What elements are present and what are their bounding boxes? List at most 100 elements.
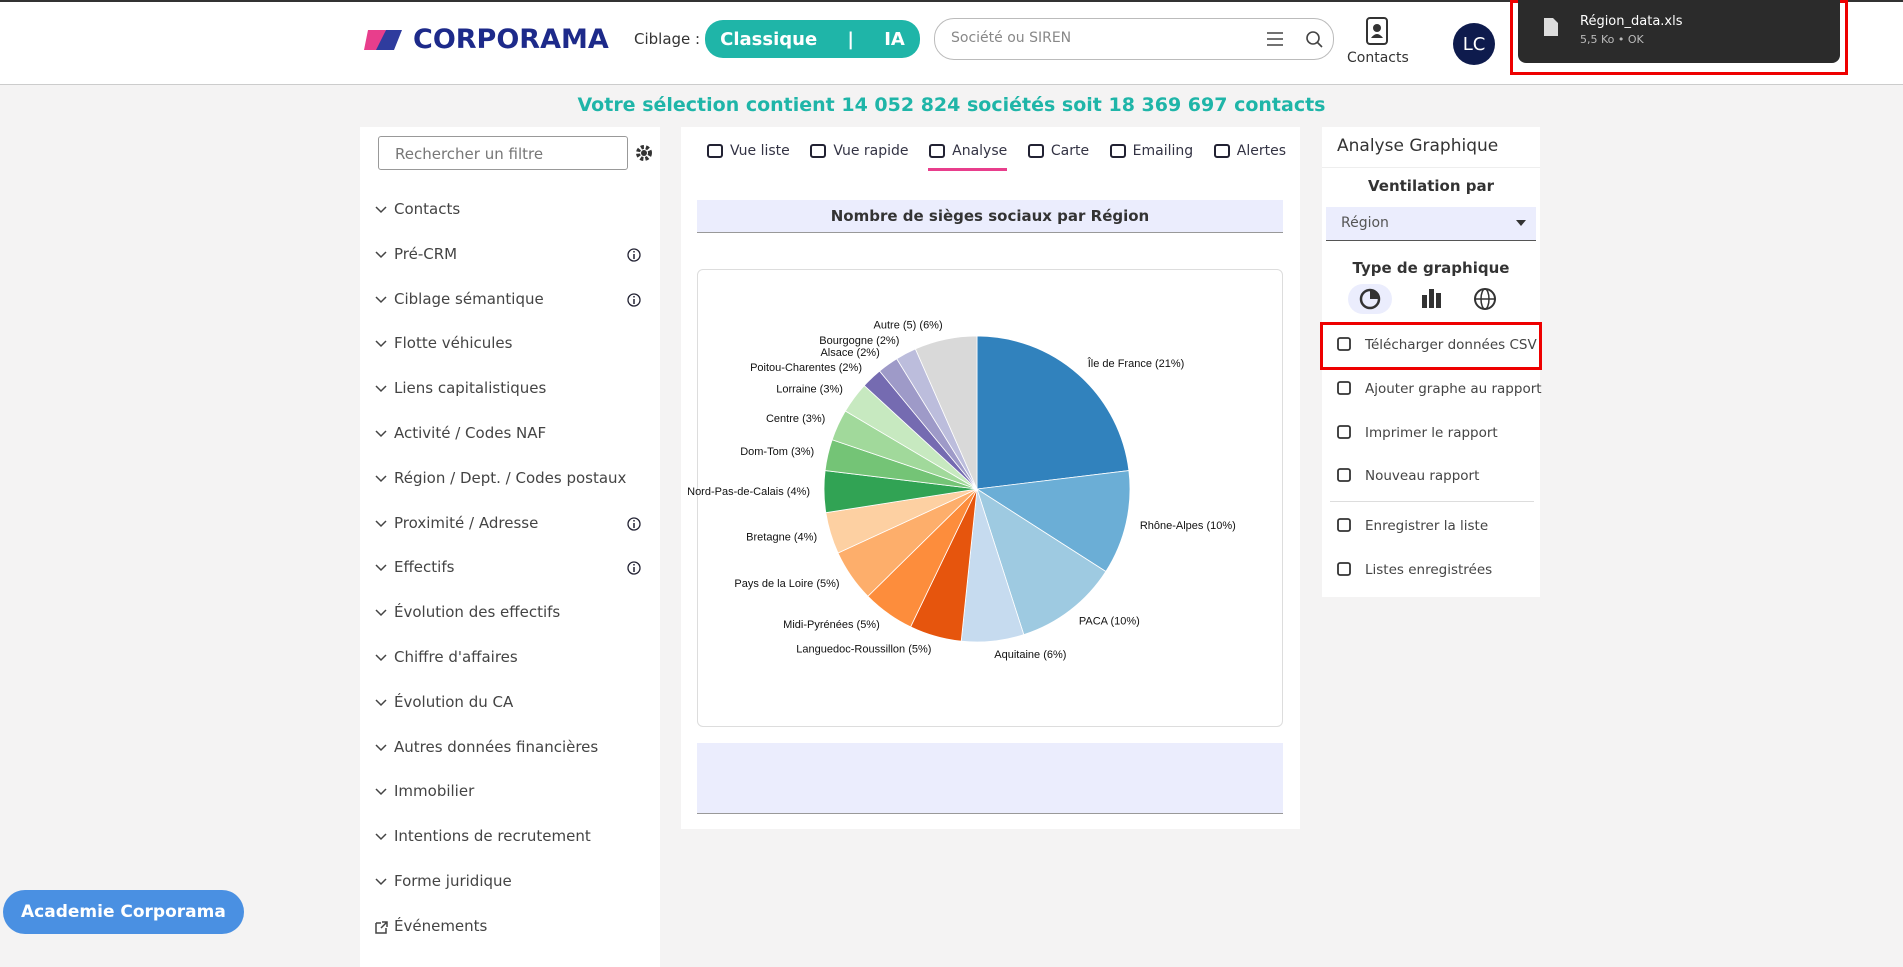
action[interactable]: Nouveau rapport: [1365, 468, 1480, 484]
download-filename: Région_data.xls: [1580, 14, 1683, 29]
info-circle: [627, 248, 641, 262]
tab-label: Emailing: [1132, 142, 1194, 159]
slice-value-label: (4%): [794, 531, 817, 543]
filter-item[interactable]: Évolution du CA: [394, 692, 514, 711]
contacts-label[interactable]: Contacts: [1347, 50, 1409, 66]
slice-label: Autre (5) (6%): [874, 319, 943, 331]
filter-item[interactable]: Chiffre d'affaires: [394, 648, 518, 666]
filter-item[interactable]: Flotte véhicules: [394, 334, 513, 353]
tab-icon: [707, 143, 723, 158]
filter-item[interactable]: Activité / Codes NAF: [394, 424, 547, 442]
filter-item[interactable]: Pré-CRM: [394, 244, 458, 263]
slice-category: Île de France: [1087, 357, 1152, 370]
tab-icon: [1213, 143, 1230, 158]
slice-category: Languedoc-Roussillon: [796, 644, 905, 656]
slice-category: Aquitaine: [994, 649, 1040, 661]
ventilation-select[interactable]: Région: [1326, 207, 1536, 241]
slice-value-label: (21%): [1155, 358, 1184, 370]
academie-button[interactable]: Academie Corporama: [3, 890, 244, 934]
external-icon: [375, 921, 388, 934]
avatar[interactable]: LC: [1453, 23, 1495, 65]
logo-icon: [364, 30, 402, 50]
filter-item[interactable]: Intentions de recrutement: [394, 827, 591, 846]
tab-label: Carte: [1050, 142, 1090, 159]
filter-item[interactable]: Évolution des effectifs: [394, 603, 561, 622]
info-icon[interactable]: [626, 292, 642, 308]
selection-banner: Votre sélection contient 14 052 824 soci…: [577, 94, 1326, 116]
csv-highlight: [1320, 322, 1542, 370]
ventilation-label: Ventilation par: [1368, 177, 1494, 195]
filter-item[interactable]: Forme juridique: [394, 872, 512, 890]
tab-icon: [1109, 143, 1126, 158]
icon-path: [375, 564, 387, 572]
tab[interactable]: Carte: [1027, 137, 1089, 171]
search-placeholder: Société ou SIREN: [951, 30, 1072, 46]
action-icon: [1337, 337, 1351, 351]
chevron: [375, 788, 387, 796]
filter-item[interactable]: Immobilier: [394, 782, 475, 801]
slice-category: Pays de la Loire: [734, 578, 813, 590]
slice-value-label: (6%): [1043, 649, 1066, 661]
filter-item[interactable]: Effectifs: [394, 558, 455, 577]
classique[interactable]: Classique: [720, 28, 818, 50]
filter-item[interactable]: Proximité / Adresse: [394, 513, 539, 532]
action[interactable]: Imprimer le rapport: [1365, 425, 1498, 441]
tab-icon-shape: [810, 143, 827, 158]
filter-item[interactable]: Autres données financières: [394, 737, 599, 756]
slice-label: Aquitaine (6%): [994, 649, 1066, 661]
info-icon[interactable]: [626, 560, 642, 576]
slice-label: Dom-Tom (3%): [740, 446, 814, 458]
search-box[interactable]: Société ou SIREN: [934, 18, 1334, 60]
filter-search[interactable]: Rechercher un filtre: [378, 136, 628, 170]
slice-category: Bourgogne: [819, 335, 873, 347]
tab-icon-shape: [929, 143, 946, 158]
info-icon[interactable]: [626, 247, 642, 263]
ciblage-label: Ciblage :: [634, 30, 701, 48]
tab[interactable]: Vue liste: [706, 137, 790, 171]
action[interactable]: Enregistrer la liste: [1365, 518, 1489, 534]
slice-label: Bretagne (4%): [746, 531, 817, 543]
sidebar: Rechercher un filtre Contacts Pré-CRM Cibl…: [360, 127, 660, 967]
caret: [1516, 220, 1526, 226]
download-popup[interactable]: Région_data.xls 5,5 Ko • OK: [1518, 0, 1840, 63]
slice-value-label: (5%): [857, 619, 880, 631]
chart-type-icons[interactable]: [1348, 282, 1518, 316]
filter-item[interactable]: Événements: [394, 916, 488, 935]
slice-value-label: (10%): [1110, 615, 1139, 627]
action-icon-shape: [1337, 562, 1351, 576]
contacts-icon[interactable]: [1365, 16, 1391, 46]
slice-category: Lorraine: [776, 383, 816, 395]
chevron: [375, 744, 387, 751]
filter-item[interactable]: Contacts: [394, 200, 461, 218]
info-icon[interactable]: [626, 516, 642, 532]
action[interactable]: Listes enregistrées: [1365, 562, 1493, 578]
slice-value-label: (10%): [1206, 520, 1235, 532]
tab[interactable]: Alertes: [1213, 137, 1286, 171]
icon-path: [375, 609, 387, 617]
settings-icon[interactable]: [634, 143, 654, 163]
info-circle: [627, 516, 641, 531]
action[interactable]: Ajouter graphe au rapport: [1365, 381, 1542, 397]
ia[interactable]: IA: [884, 28, 905, 50]
slice-category: Nord-Pas-de-Calais: [687, 486, 784, 498]
filter-item[interactable]: Ciblage sémantique: [394, 289, 544, 308]
slice-value-label: (5%): [908, 644, 931, 656]
slice-label: Pays de la Loire (5%): [734, 578, 839, 590]
filter-item[interactable]: Région / Dept. / Codes postaux: [394, 468, 627, 487]
tab[interactable]: Analyse: [928, 137, 1008, 171]
right-panel: Analyse Graphique Ventilation par Région…: [1322, 127, 1540, 597]
action-icon-shape: [1337, 518, 1351, 532]
tab[interactable]: Vue rapide: [809, 137, 909, 171]
logo[interactable]: CORPORAMA: [413, 24, 609, 55]
filter-item[interactable]: Liens capitalistiques: [394, 379, 547, 398]
slice-category: Midi-Pyrénées: [783, 619, 854, 631]
action[interactable]: Télécharger données CSV: [1365, 337, 1537, 353]
slice-label: Rhône-Alpes (10%): [1140, 520, 1236, 532]
tab[interactable]: Emailing: [1109, 137, 1194, 171]
slice-label: Midi-Pyrénées (5%): [783, 619, 880, 631]
icon-path: [375, 296, 387, 303]
tab-icon: [1027, 143, 1044, 158]
action-icon-shape: [1337, 425, 1351, 439]
slice-value-label: (6%): [919, 319, 942, 331]
tab-label: Vue rapide: [833, 142, 909, 159]
